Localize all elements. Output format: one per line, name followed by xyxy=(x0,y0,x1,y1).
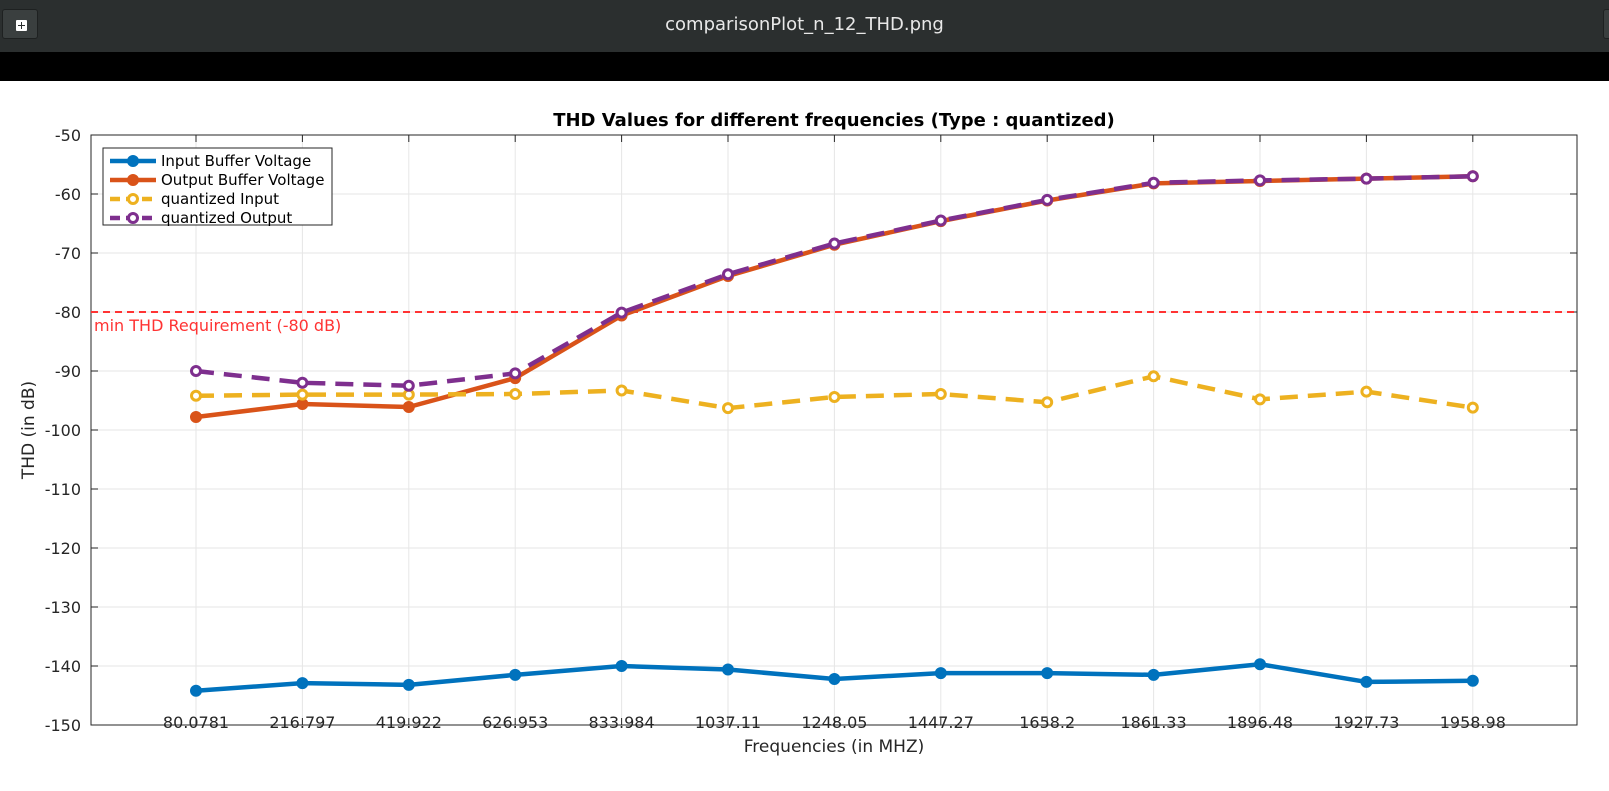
legend-swatch-marker xyxy=(127,155,139,167)
legend-swatch-marker xyxy=(127,212,139,224)
window-titlebar: comparisonPlot_n_12_THD.png xyxy=(0,0,1609,52)
x-tick-label: 80.0781 xyxy=(163,713,229,732)
series-input-buffer-voltage xyxy=(190,658,1479,697)
y-axis-label: THD (in dB) xyxy=(19,381,39,480)
data-point xyxy=(190,389,202,402)
toolbar-strip xyxy=(0,52,1609,81)
data-point xyxy=(296,677,309,690)
plus-box-icon xyxy=(16,20,27,31)
threshold-line-group: min THD Requirement (-80 dB) xyxy=(91,311,1577,335)
data-point xyxy=(296,376,309,389)
thd-line-chart: min THD Requirement (-80 dB) -50 -60 -70 -8… xyxy=(19,110,1578,757)
data-point xyxy=(296,388,309,401)
plot-area-frame xyxy=(90,134,1578,726)
legend-entry: quantized Output xyxy=(110,209,292,227)
data-point xyxy=(722,268,734,281)
y-tick-label: -100 xyxy=(45,421,81,440)
x-tick-label: 833.984 xyxy=(589,713,655,732)
legend-entry: quantized Input xyxy=(110,190,279,208)
x-tick-label: 1248.05 xyxy=(801,713,867,732)
x-tick-label: 1896.48 xyxy=(1227,713,1293,732)
data-point xyxy=(1254,658,1266,671)
x-tick-labels: 80.0781 216.797 419.922 626.953 833.984 1037.… xyxy=(163,713,1506,732)
data-point xyxy=(615,306,628,319)
x-tick-label: 1037.11 xyxy=(695,713,761,732)
y-tick-label: -70 xyxy=(55,244,81,263)
legend-label: Output Buffer Voltage xyxy=(161,171,324,189)
data-point xyxy=(190,365,202,377)
window-title: comparisonPlot_n_12_THD.png xyxy=(665,14,944,35)
data-point xyxy=(1360,385,1373,398)
data-point xyxy=(402,400,415,413)
data-point xyxy=(1360,172,1373,185)
x-tick-label: 1658.2 xyxy=(1019,713,1075,732)
data-point xyxy=(934,388,947,401)
series-layer xyxy=(190,170,1479,697)
data-point xyxy=(1466,170,1479,183)
y-tick-labels: -50 -60 -70 -80 -90 -100 -110 -120 -130 -140 -150 xyxy=(45,126,81,735)
y-tick-label: -130 xyxy=(45,598,81,617)
legend-swatch-marker xyxy=(127,174,139,186)
x-tick-label: 626.953 xyxy=(482,713,548,732)
data-point xyxy=(1041,396,1054,409)
data-point xyxy=(828,672,841,685)
data-point xyxy=(934,667,947,680)
data-point xyxy=(1254,393,1266,406)
threshold-label: min THD Requirement (-80 dB) xyxy=(94,316,341,335)
data-point xyxy=(402,678,415,691)
legend-label: quantized Output xyxy=(161,209,292,227)
data-point xyxy=(722,402,734,415)
legend-swatch-marker xyxy=(127,193,139,205)
x-tick-label: 419.922 xyxy=(376,713,442,732)
x-tick-label: 1958.98 xyxy=(1440,713,1506,732)
x-tick-label: 216.797 xyxy=(269,713,335,732)
x-axis-label: Frequencies (in MHZ) xyxy=(744,737,924,757)
y-tick-label: -150 xyxy=(45,716,81,735)
y-tick-label: -140 xyxy=(45,657,81,676)
data-point xyxy=(509,668,522,681)
data-point xyxy=(828,237,841,250)
data-point xyxy=(615,660,628,672)
data-point xyxy=(615,384,628,397)
y-tick-label: -110 xyxy=(45,480,81,499)
data-point xyxy=(509,367,522,380)
y-tick-label: -120 xyxy=(45,539,81,558)
data-point xyxy=(1360,675,1373,688)
x-tick-label: 1447.27 xyxy=(908,713,974,732)
window-control-edge[interactable] xyxy=(1603,9,1609,39)
legend-label: quantized Input xyxy=(161,190,279,208)
new-window-button[interactable] xyxy=(2,9,38,39)
x-tick-label: 1927.73 xyxy=(1333,713,1399,732)
legend-entry: Input Buffer Voltage xyxy=(110,152,311,170)
data-point xyxy=(1254,174,1266,187)
data-point xyxy=(934,214,947,227)
y-tick-label: -60 xyxy=(55,185,81,204)
legend-label: Input Buffer Voltage xyxy=(161,152,311,170)
data-point xyxy=(1147,176,1160,189)
data-point xyxy=(828,390,841,403)
legend-entry: Output Buffer Voltage xyxy=(110,171,324,189)
series-quantized-input xyxy=(190,370,1479,415)
data-point xyxy=(509,388,522,401)
data-point xyxy=(190,411,202,424)
data-point xyxy=(402,379,415,392)
y-tick-label: -80 xyxy=(55,303,81,322)
data-point xyxy=(1147,668,1160,681)
y-tick-label: -90 xyxy=(55,362,81,381)
series-quantized-output xyxy=(190,170,1479,392)
y-tick-label: -50 xyxy=(55,126,81,145)
data-point xyxy=(1147,370,1160,383)
data-point xyxy=(1466,674,1479,687)
chart-title: THD Values for different frequencies (Ty… xyxy=(553,110,1115,131)
data-point xyxy=(722,663,734,676)
data-point xyxy=(1041,667,1054,680)
data-point xyxy=(1466,401,1479,414)
x-tick-label: 1861.33 xyxy=(1121,713,1187,732)
data-point xyxy=(1041,193,1054,206)
data-point xyxy=(190,684,202,697)
